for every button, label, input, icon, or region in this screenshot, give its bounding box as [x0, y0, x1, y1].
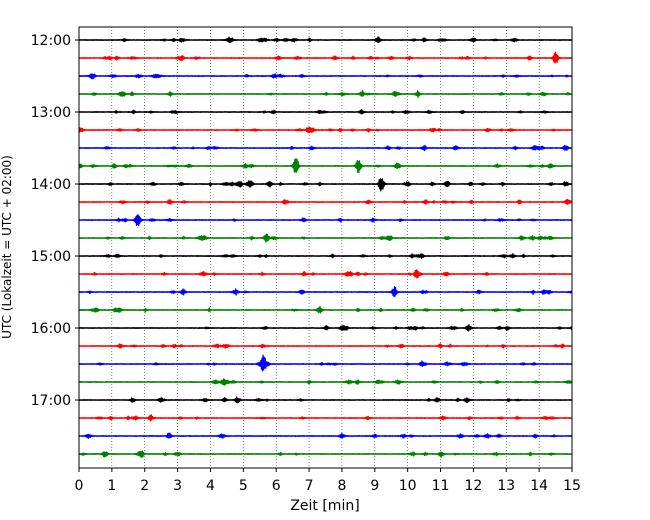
- plot-background: [79, 27, 572, 468]
- plot-frame: [78, 26, 573, 469]
- x-axis-ticks: 0 1 2 3 4 5 6 7 8 9 10 11 12 13 14 15: [75, 468, 581, 494]
- y-tick-label-17:00: 17:00: [31, 393, 71, 409]
- trace-17:00: [78, 396, 573, 404]
- x-tick-label-9: 9: [370, 478, 379, 494]
- trace-14:30: [78, 214, 573, 227]
- y-tick-label-14:00: 14:00: [31, 177, 71, 193]
- y-tick-label-15:00: 15:00: [31, 249, 71, 265]
- x-tick-label-11: 11: [432, 478, 450, 494]
- trace-14:00: [78, 178, 573, 192]
- trace-12:30: [78, 73, 573, 80]
- y-tick-label-13:00: 13:00: [31, 105, 71, 121]
- y-tick-label-12:00: 12:00: [31, 33, 71, 49]
- trace-15:15: [78, 269, 573, 279]
- trace-13:45: [78, 158, 573, 174]
- trace-12:00: [78, 36, 573, 44]
- y-axis-ticks: 12:00 13:00 14:00 15:00 16:00 17:00: [31, 33, 79, 409]
- trace-13:00: [78, 109, 573, 115]
- x-tick-label-4: 4: [206, 478, 215, 494]
- x-tick-label-5: 5: [239, 478, 248, 494]
- x-tick-label-3: 3: [173, 478, 182, 494]
- x-tick-label-10: 10: [399, 478, 417, 494]
- trace-13:15: [78, 126, 573, 134]
- x-tick-label-2: 2: [140, 478, 149, 494]
- trace-15:45: [78, 305, 573, 314]
- x-tick-label-7: 7: [305, 478, 314, 494]
- x-tick-label-0: 0: [75, 478, 84, 494]
- trace-16:45: [78, 378, 573, 386]
- seismogram-traces: [78, 36, 573, 459]
- y-tick-label-16:00: 16:00: [31, 321, 71, 337]
- trace-15:30: [78, 286, 573, 298]
- trace-14:15: [78, 198, 573, 205]
- x-tick-label-8: 8: [337, 478, 346, 494]
- trace-12:45: [78, 89, 573, 98]
- trace-17:45: [78, 450, 573, 459]
- trace-17:30: [78, 432, 573, 439]
- x-tick-label-14: 14: [530, 478, 548, 494]
- trace-15:00: [78, 253, 573, 259]
- x-axis-label: Zeit [min]: [290, 498, 359, 514]
- trace-12:15: [78, 51, 573, 64]
- trace-16:00: [78, 324, 573, 332]
- x-tick-label-13: 13: [497, 478, 515, 494]
- x-tick-label-15: 15: [563, 478, 581, 494]
- x-tick-label-1: 1: [107, 478, 116, 494]
- trace-16:15: [78, 343, 573, 349]
- x-tick-label-6: 6: [272, 478, 281, 494]
- trace-13:30: [78, 144, 573, 152]
- trace-16:30: [78, 354, 573, 372]
- trace-17:15: [78, 414, 573, 422]
- trace-14:45: [78, 233, 573, 243]
- x-tick-label-12: 12: [464, 478, 482, 494]
- y-axis-label: UTC (Lokalzeit = UTC + 02:00): [0, 155, 14, 339]
